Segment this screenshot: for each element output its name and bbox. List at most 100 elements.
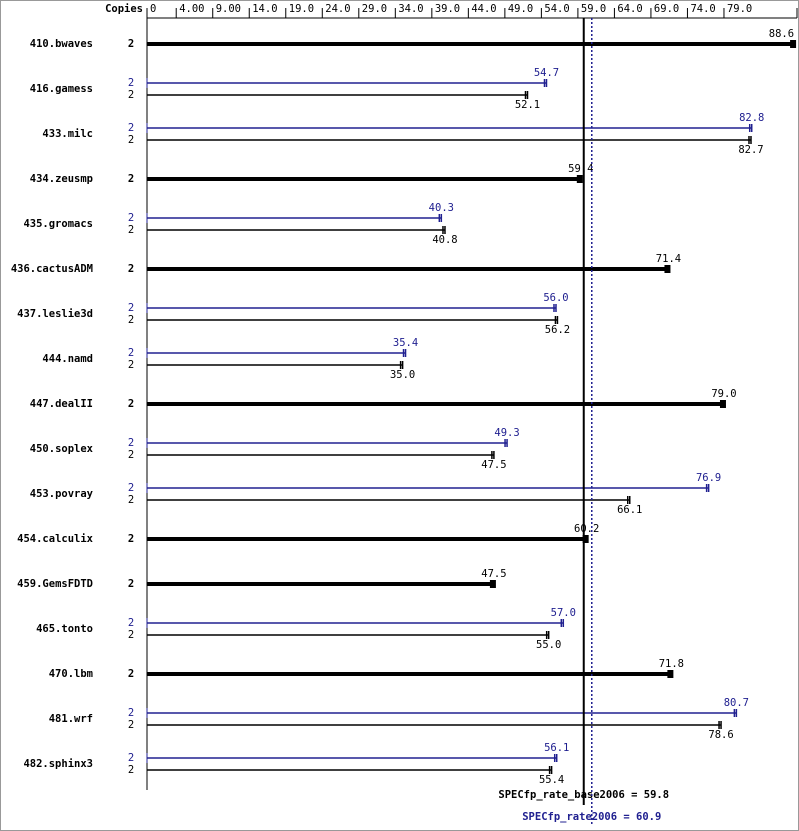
copies: 2: [128, 578, 134, 590]
copies: 2: [128, 437, 134, 449]
bar: [147, 766, 553, 774]
copies: 2: [128, 224, 134, 236]
value-label: 60.2: [574, 523, 599, 535]
value-label: 56.1: [544, 742, 569, 754]
x-tick-label: 4.00: [179, 3, 204, 15]
copies: 2: [128, 77, 134, 89]
bar: [147, 79, 548, 87]
bar: [147, 316, 559, 324]
bar: [147, 214, 443, 222]
x-tick-label: 14.0: [252, 3, 277, 15]
bar: [147, 265, 671, 273]
copies: 2: [128, 629, 134, 641]
copies: 2: [128, 617, 134, 629]
benchmark-name: 410.bwaves: [30, 38, 93, 50]
copies: 2: [128, 719, 134, 731]
x-tick-label: 9.00: [216, 3, 241, 15]
benchmark-name: 433.milc: [42, 128, 93, 140]
x-tick-label: 54.0: [544, 3, 569, 15]
copies: 2: [128, 212, 134, 224]
bar: [147, 400, 726, 408]
x-tick-label: 29.0: [362, 3, 387, 15]
copies: 2: [128, 89, 134, 101]
benchmark-name: 435.gromacs: [23, 218, 93, 230]
value-label: 47.5: [481, 459, 506, 471]
copies: 2: [128, 314, 134, 326]
value-label: 40.8: [432, 234, 457, 246]
x-tick-label: 0: [150, 3, 156, 15]
x-tick-label: 64.0: [617, 3, 642, 15]
copies: 2: [128, 359, 134, 371]
value-label: 55.4: [539, 774, 564, 786]
value-label: 82.7: [738, 144, 763, 156]
x-tick-label: 24.0: [325, 3, 350, 15]
bar: [147, 721, 722, 729]
copies: 2: [128, 263, 134, 275]
value-label: 78.6: [708, 729, 733, 741]
bar: [147, 451, 495, 459]
x-tick-label: 39.0: [435, 3, 460, 15]
copies: 2: [128, 752, 134, 764]
bar: [147, 619, 565, 627]
copies: 2: [128, 398, 134, 410]
value-label: 80.7: [724, 697, 749, 709]
copies: 2: [128, 482, 134, 494]
copies: 2: [128, 122, 134, 134]
copies: 2: [128, 38, 134, 50]
value-label: 88.6: [769, 28, 794, 40]
benchmark-name: 450.soplex: [30, 443, 94, 455]
benchmark-name: 436.cactusADM: [11, 263, 93, 275]
bar: [147, 496, 631, 504]
value-label: 82.8: [739, 112, 764, 124]
x-tick-label: 44.0: [471, 3, 496, 15]
copies: 2: [128, 449, 134, 461]
value-label: 47.5: [481, 568, 506, 580]
x-tick-label: 34.0: [398, 3, 423, 15]
bar: [147, 349, 407, 357]
benchmark-name: 470.lbm: [49, 668, 93, 680]
bar: [147, 136, 752, 144]
x-tick-label: 19.0: [289, 3, 314, 15]
value-label: 59.4: [568, 163, 593, 175]
bar: [147, 304, 557, 312]
x-tick-label: 49.0: [508, 3, 533, 15]
x-tick-label: 74.0: [690, 3, 715, 15]
benchmark-name: 434.zeusmp: [30, 173, 93, 185]
bar: [147, 361, 404, 369]
benchmark-name: 465.tonto: [36, 623, 93, 635]
benchmark-name: 444.namd: [42, 353, 93, 365]
benchmark-name: 482.sphinx3: [23, 758, 93, 770]
copies: 2: [128, 347, 134, 359]
value-label: 79.0: [711, 388, 736, 400]
value-label: 57.0: [551, 607, 576, 619]
bar: [147, 631, 550, 639]
bar: [147, 754, 558, 762]
value-label: 52.1: [515, 99, 540, 111]
bar: [147, 124, 753, 132]
bar: [147, 91, 529, 99]
bar: [147, 709, 738, 717]
value-label: 71.4: [656, 253, 681, 265]
x-tick-label: 79.0: [727, 3, 752, 15]
copies: 2: [128, 134, 134, 146]
bar: [147, 580, 496, 588]
value-label: 71.8: [659, 658, 684, 670]
x-tick-label: 69.0: [654, 3, 679, 15]
value-label: 54.7: [534, 67, 559, 79]
copies: 2: [128, 707, 134, 719]
benchmark-name: 459.GemsFDTD: [17, 578, 93, 590]
value-label: 35.0: [390, 369, 415, 381]
copies-header: Copies: [105, 3, 143, 15]
benchmark-name: 416.gamess: [30, 83, 93, 95]
value-label: 40.3: [429, 202, 454, 214]
bar: [147, 226, 446, 234]
benchmark-name: 453.povray: [30, 488, 94, 500]
value-label: 56.0: [543, 292, 568, 304]
copies: 2: [128, 494, 134, 506]
bar: [147, 439, 508, 447]
value-label: 55.0: [536, 639, 561, 651]
copies: 2: [128, 668, 134, 680]
benchmark-name: 447.dealII: [30, 398, 93, 410]
